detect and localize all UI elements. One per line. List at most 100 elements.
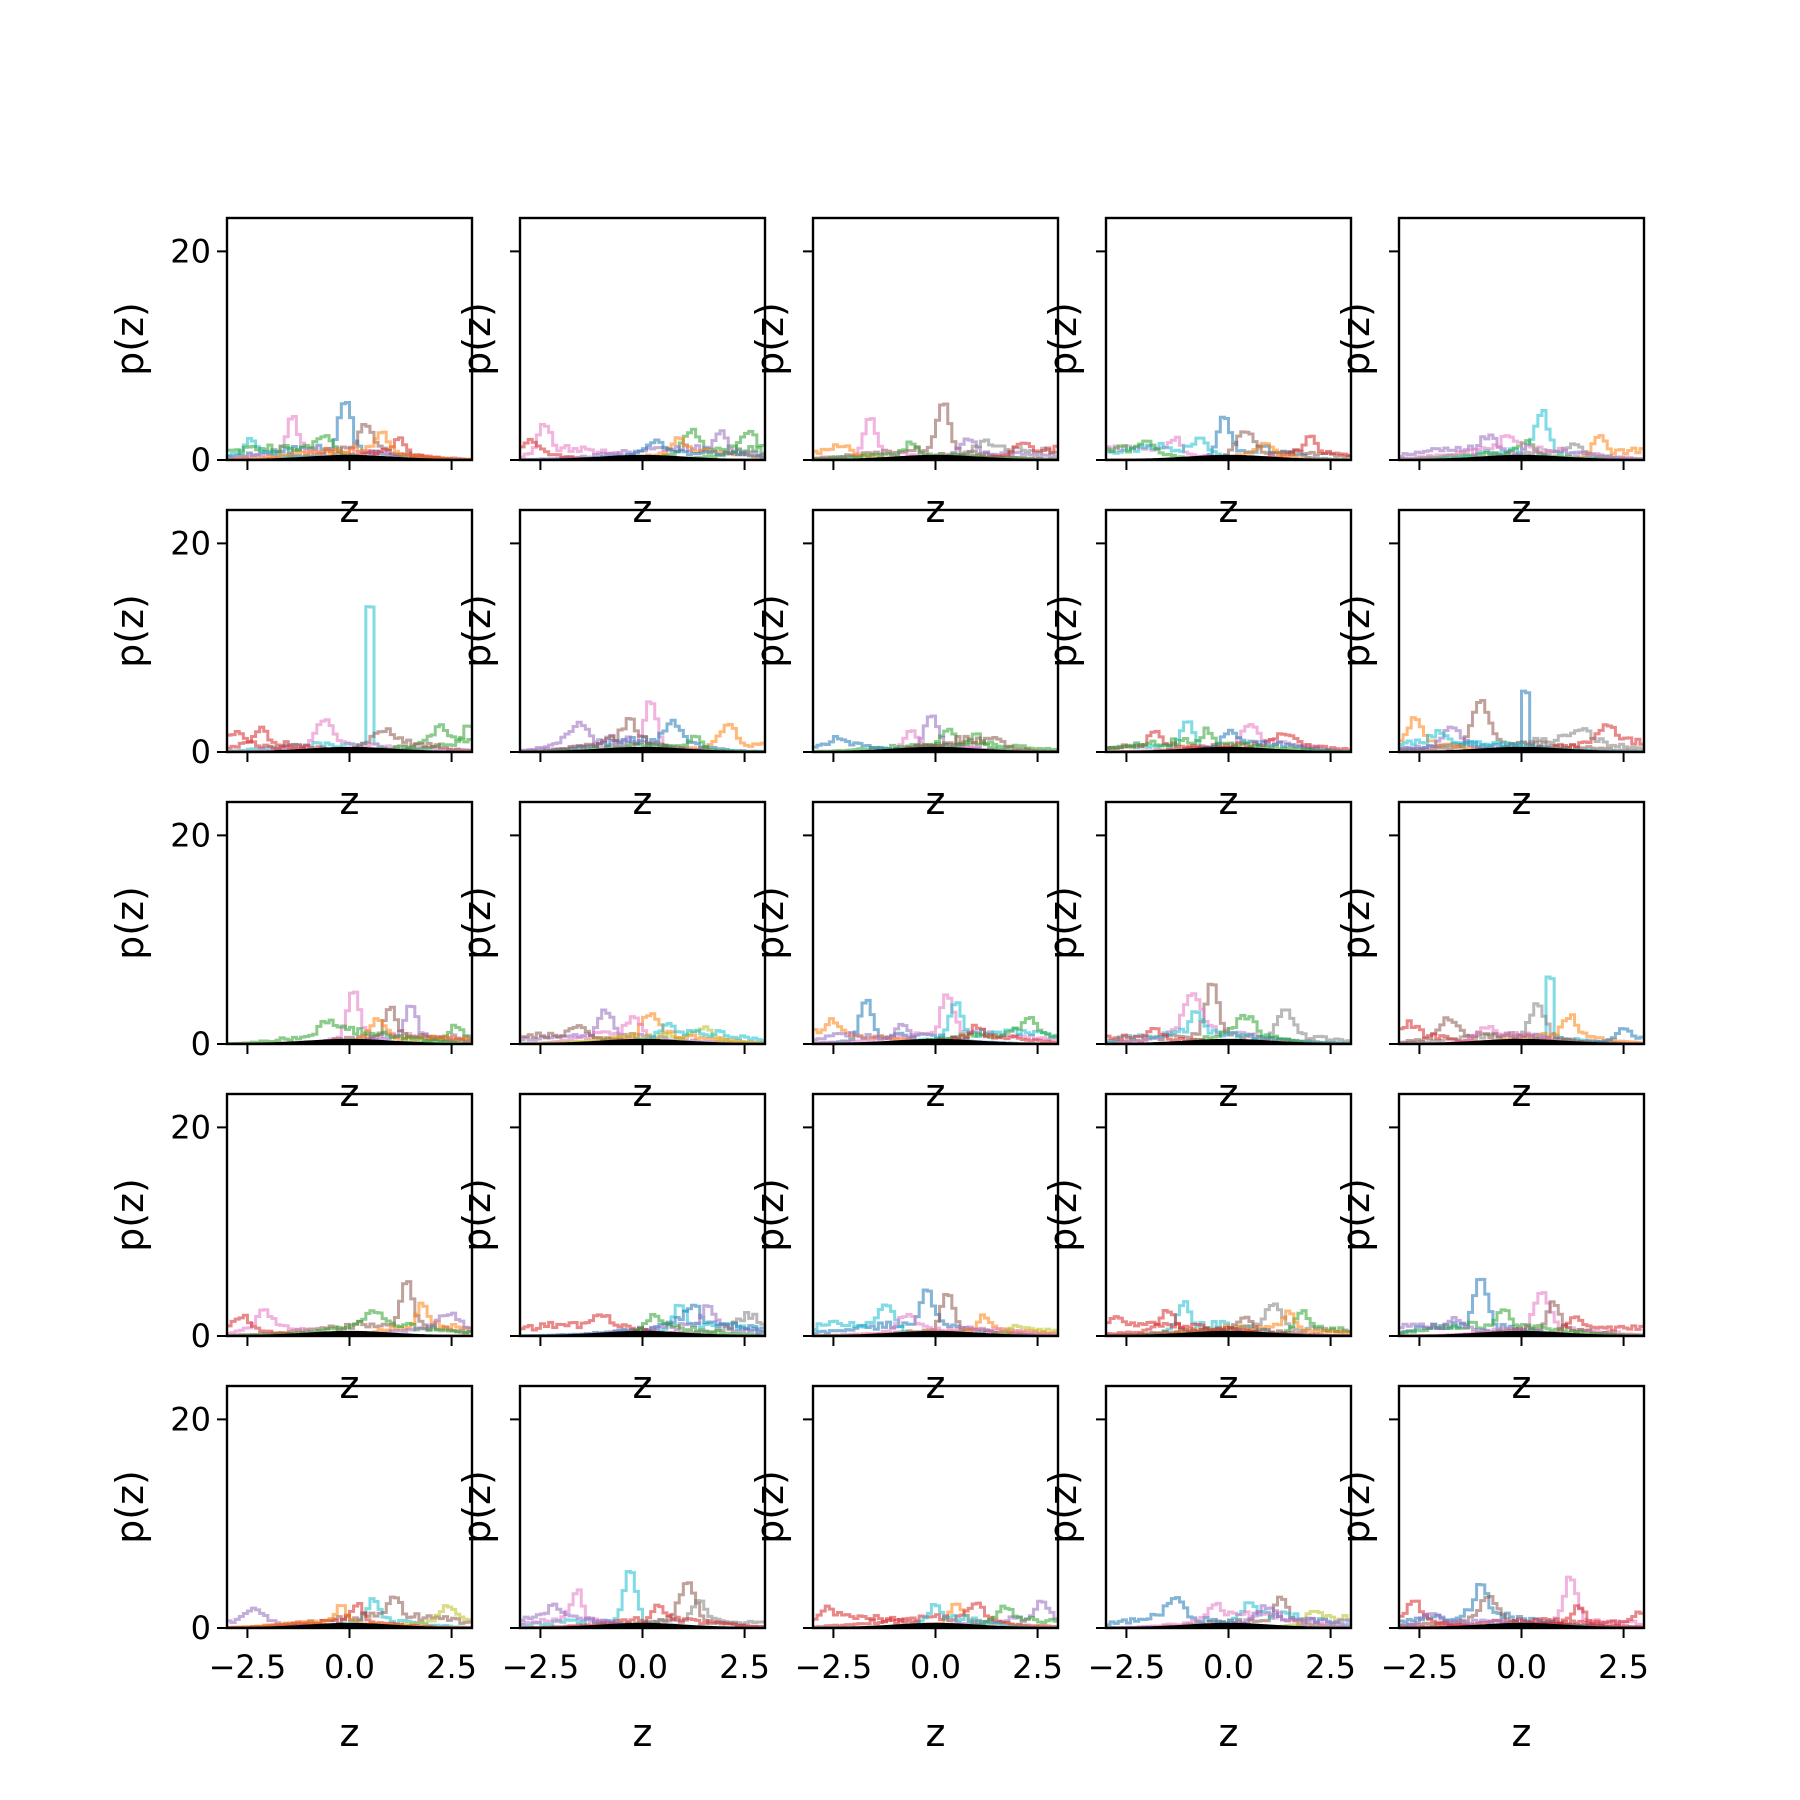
y-axis-label: p(z) [748, 886, 792, 960]
y-tick-label: 0 [191, 733, 211, 771]
subplot-r4-c2: −2.5 0.0 2.5 z p(z) [748, 1384, 1063, 1755]
plot-area [813, 993, 1058, 1044]
axes-frame [1397, 216, 1646, 462]
subplot-r3-c1: zp(z) [455, 1092, 767, 1407]
axes-frame [1397, 800, 1646, 1046]
y-axis-label: p(z) [455, 302, 499, 376]
x-tick-label: 2.5 [426, 1648, 477, 1686]
axes-frame [518, 1092, 767, 1338]
y-axis-label: p(z) [108, 886, 152, 960]
y-tick-label: 0 [191, 1609, 211, 1647]
axes-frame [225, 508, 474, 754]
y-axis-label: p(z) [1334, 1178, 1378, 1252]
axes-frame [811, 800, 1060, 1046]
histogram-series-5 [1106, 726, 1351, 752]
subplot-r3-c4: zp(z) [1334, 1092, 1646, 1407]
plot-area [1106, 720, 1351, 752]
y-axis-label: p(z) [108, 1470, 152, 1544]
y-tick-label: 20 [170, 1108, 211, 1146]
plot-area [1399, 689, 1644, 752]
plot-area [227, 1280, 472, 1336]
x-axis-label: z [633, 1711, 653, 1755]
y-axis-label: p(z) [748, 1178, 792, 1252]
plot-area [1106, 982, 1351, 1044]
y-axis-label: p(z) [748, 302, 792, 376]
plot-area [1399, 975, 1644, 1044]
y-axis-label: p(z) [1334, 594, 1378, 668]
histogram-series-6 [227, 430, 472, 460]
plot-area [227, 990, 472, 1044]
subplot-r2-c3: zp(z) [1041, 800, 1353, 1115]
subplot-r4-c4: −2.5 0.0 2.5 z p(z) [1334, 1384, 1649, 1755]
y-axis-label: p(z) [455, 1178, 499, 1252]
histogram-series-5 [813, 1022, 1058, 1044]
axes-frame [1104, 508, 1353, 754]
subplot-r0-c4: zp(z) [1334, 216, 1646, 531]
subplot-r4-c1: −2.5 0.0 2.5 z p(z) [455, 1384, 770, 1755]
plot-area [1106, 1300, 1351, 1336]
axes-frame [811, 1092, 1060, 1338]
axes-frame [225, 1384, 474, 1630]
y-axis-label: p(z) [748, 594, 792, 668]
plot-area [1399, 1277, 1644, 1336]
plot-area [227, 1595, 472, 1628]
subplot-r0-c3: zp(z) [1041, 216, 1353, 531]
axes-frame [518, 216, 767, 462]
x-tick-label: −2.5 [502, 1648, 580, 1686]
x-tick-label: 0.0 [324, 1648, 375, 1686]
x-tick-label: 2.5 [1305, 1648, 1356, 1686]
subplot-r2-c4: zp(z) [1334, 800, 1646, 1115]
x-tick-label: 0.0 [1203, 1648, 1254, 1686]
plot-area [227, 605, 472, 752]
y-axis-label: p(z) [108, 302, 152, 376]
plot-area [1106, 415, 1351, 460]
x-axis-label: z [1219, 1711, 1239, 1755]
histogram-series-5 [1399, 434, 1644, 460]
plot-area [1106, 1595, 1351, 1628]
subplot-r1-c2: zp(z) [748, 508, 1060, 823]
subplot-r3-c3: zp(z) [1041, 1092, 1353, 1407]
y-axis-label: p(z) [108, 594, 152, 668]
x-axis-label: z [1512, 1711, 1532, 1755]
x-axis-label: z [340, 1711, 360, 1755]
axes-frame [1104, 1092, 1353, 1338]
y-axis-label: p(z) [108, 1178, 152, 1252]
plot-area [813, 1599, 1058, 1628]
y-tick-label: 20 [170, 816, 211, 854]
plot-area [813, 402, 1058, 460]
axes-frame [1104, 1384, 1353, 1630]
plot-area [520, 1303, 765, 1336]
plot-area [813, 714, 1058, 752]
x-tick-label: 0.0 [617, 1648, 668, 1686]
y-axis-label: p(z) [1334, 1470, 1378, 1544]
x-tick-label: 0.0 [1496, 1648, 1547, 1686]
axes-frame [1397, 1384, 1646, 1630]
x-tick-label: 2.5 [1012, 1648, 1063, 1686]
subplot-r1-c4: zp(z) [1334, 508, 1646, 823]
axes-frame [1397, 1092, 1646, 1338]
plot-area [227, 401, 472, 460]
plot-area [813, 1288, 1058, 1336]
axes-frame [225, 1092, 474, 1338]
y-axis-label: p(z) [1334, 886, 1378, 960]
y-axis-label: p(z) [1041, 1470, 1085, 1544]
subplot-r3-c2: zp(z) [748, 1092, 1060, 1407]
histogram-series-2 [813, 1601, 1058, 1628]
plot-area [520, 422, 765, 460]
subplot-r0-c2: zp(z) [748, 216, 1060, 531]
subplot-r4-c3: −2.5 0.0 2.5 z p(z) [1041, 1384, 1356, 1755]
y-axis-label: p(z) [1041, 1178, 1085, 1252]
y-tick-label: 0 [191, 1025, 211, 1063]
x-tick-label: 2.5 [719, 1648, 770, 1686]
subplot-r4-c0: −2.5 0.0 2.5 0 20 z p(z) [108, 1384, 477, 1755]
x-tick-label: −2.5 [795, 1648, 873, 1686]
axes-frame [811, 1384, 1060, 1630]
y-axis-label: p(z) [455, 1470, 499, 1544]
x-tick-label: −2.5 [209, 1648, 287, 1686]
y-tick-label: 0 [191, 1317, 211, 1355]
x-tick-label: −2.5 [1088, 1648, 1166, 1686]
